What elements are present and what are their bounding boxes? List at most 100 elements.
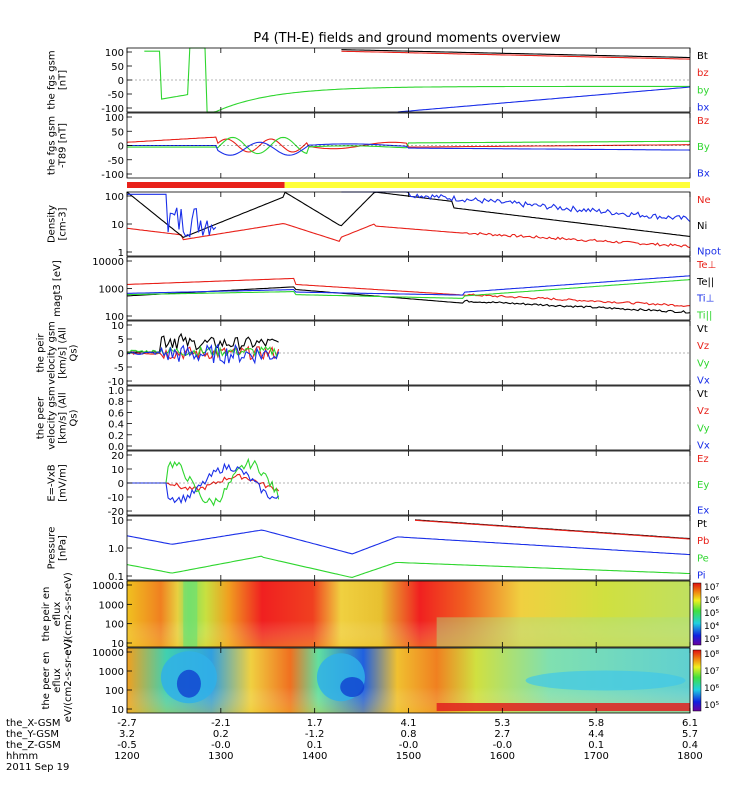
y-axis-label: Qs) [69, 409, 80, 426]
series-line-Pb [414, 519, 691, 540]
y-tick-label: 10000 [92, 581, 124, 592]
y-axis-label: [nPa] [58, 535, 69, 561]
y-tick-label: 0.2 [108, 431, 124, 442]
legend-by: by [697, 85, 709, 96]
ephemeris-value: -0.0 [399, 740, 419, 751]
colorbar [692, 649, 702, 712]
ephemeris-value: 1300 [208, 751, 233, 762]
legend-Pi: Pi [697, 571, 706, 582]
y-axis-label: velocity gsm [47, 321, 58, 385]
y-tick-label: 100 [105, 686, 124, 697]
y-tick-label: 1.0 [108, 544, 124, 555]
y-tick-label: 100 [105, 192, 124, 203]
panel-peir_vel: 10 5 0 -5 -10 the peir velocity gsm [km/s] (All… [36, 320, 710, 388]
ephemeris-value: 1600 [490, 751, 515, 762]
legend-Npot: Npot [697, 247, 721, 258]
y-axis-label: [km/s] (All [58, 392, 69, 443]
y-tick-label: 10000 [92, 648, 124, 659]
ephemeris-label: hhmm [6, 751, 38, 762]
y-tick-label: 0.4 [108, 420, 124, 431]
panel-temp: 10000 1000 100 magt3 [eV] Te⊥ Te|| Ti⊥ Ti|| [52, 256, 716, 323]
y-tick-label: 10 [111, 639, 124, 650]
spectrogram-feature [525, 670, 686, 691]
series-line-Vx [126, 343, 280, 365]
y-axis-label: eflux [52, 602, 63, 627]
ephemeris-value: 1200 [114, 751, 139, 762]
spectrogram-shade [127, 581, 690, 647]
y-tick-label: -10 [108, 493, 124, 504]
series-line-Pi [126, 529, 691, 556]
panel-fgs_t89: 100 50 0 -50 -100 the fgs gsm -T89 [nT] Bz By Bx [47, 112, 710, 181]
spectrogram-feature [436, 703, 690, 711]
legend-Ti||: Ti|| [696, 311, 712, 322]
legend-Pe: Pe [697, 553, 709, 564]
ephemeris-label: 2011 Sep 19 [6, 762, 69, 773]
legend-Vx: Vx [697, 376, 710, 387]
spectrogram-feature [176, 669, 201, 698]
panel-fgs: 100 50 0 -50 -100 the fgs gsm [nT] Bt bz by bx [47, 47, 709, 115]
ephemeris-label: the_Y-GSM [6, 729, 59, 740]
y-tick-label: 20 [111, 451, 124, 462]
ephemeris-value: -1.2 [305, 729, 325, 740]
y-tick-label: 0 [118, 349, 124, 360]
ephemeris-value: 4.4 [588, 729, 604, 740]
legend-Bt: Bt [697, 51, 708, 62]
y-axis-label: [mV/m] [58, 464, 69, 502]
legend-Vz: Vz [697, 406, 709, 417]
ephemeris-label: the_Z-GSM [6, 740, 61, 751]
colorbar-tick-label: 10⁵ [704, 701, 719, 711]
spectrogram-feature [183, 581, 198, 647]
colorbar-tick-label: 10⁶ [704, 596, 719, 606]
y-tick-label: 50 [111, 62, 124, 73]
y-axis-label: Density [47, 205, 58, 243]
y-tick-label: 0.8 [108, 397, 124, 408]
y-axis-label: the peer en [41, 651, 52, 709]
series-line-Te⊥ [127, 277, 690, 307]
series-line-bx [397, 86, 691, 113]
y-axis-label: the peir en [41, 587, 52, 642]
y-tick-label: -5 [114, 363, 124, 374]
y-tick-label: 5 [118, 335, 124, 346]
ephemeris-value: 0.2 [213, 729, 229, 740]
y-axis-label: Qs) [69, 344, 80, 361]
ephemeris-value: -2.7 [117, 718, 137, 729]
y-tick-label: 0.0 [108, 442, 124, 453]
legend-Vx: Vx [697, 441, 710, 452]
y-tick-label: 0 [118, 142, 124, 153]
y-tick-label: -20 [108, 507, 124, 518]
panel-peir_spec: 10⁷ 10⁶ 10⁵ 10⁴ 10³ 10000 1000 100 10 the peir en… [41, 572, 719, 656]
legend-bx: bx [697, 103, 709, 114]
legend-bz: bz [697, 68, 709, 79]
legend-Ni: Ni [697, 221, 707, 232]
series-line-bz [341, 50, 690, 60]
ephemeris-value: 1700 [583, 751, 608, 762]
series-line-Ti⊥ [127, 275, 691, 296]
ephemeris-value: 5.7 [682, 729, 698, 740]
y-axis-label: magt3 [eV] [52, 260, 63, 317]
colorbar-tick-label: 10⁷ [704, 667, 719, 677]
panel-frame [126, 385, 691, 451]
series-line-Bx [127, 141, 691, 156]
legend-Te||: Te|| [696, 277, 714, 288]
y-axis-label: velocity gsm [47, 386, 58, 450]
ephemeris-value: 6.1 [682, 718, 698, 729]
panel-peer_vel: 1.00.80.60.40.20.0 the peer velocity gsm [k… [36, 385, 710, 453]
mode-bar-segment [127, 182, 285, 188]
y-axis-label: Pressure [47, 527, 58, 570]
y-tick-label: 10 [111, 321, 124, 332]
y-tick-label: 0 [118, 76, 124, 87]
y-axis-label: [km/s] (All [58, 327, 69, 378]
y-axis-label: the fgs gsm [47, 50, 58, 109]
colorbar-tick-label: 10⁵ [704, 609, 719, 619]
y-tick-label: 1000 [99, 667, 124, 678]
y-axis-label: the peir [36, 333, 47, 373]
spectrogram-feature [340, 677, 365, 697]
legend-Vz: Vz [697, 341, 709, 352]
y-tick-label: 10 [111, 465, 124, 476]
colorbar-tick-label: 10⁶ [704, 684, 719, 694]
series-line-Npot [127, 191, 691, 238]
y-tick-label: -100 [101, 104, 124, 115]
y-tick-label: 1000 [99, 285, 124, 296]
ephemeris-value: 1500 [396, 751, 421, 762]
